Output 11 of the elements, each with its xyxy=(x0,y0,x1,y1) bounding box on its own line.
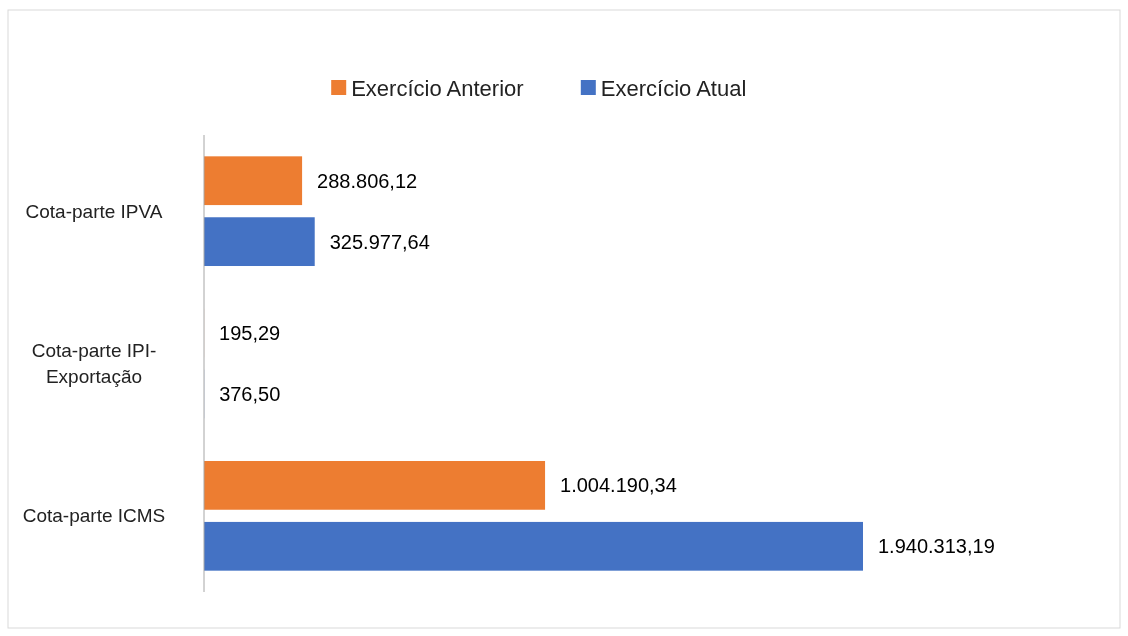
data-label: 376,50 xyxy=(219,382,281,405)
data-label: 1.004.190,34 xyxy=(560,474,677,497)
data-label: 1.940.313,19 xyxy=(878,535,995,558)
data-label: 288.806,12 xyxy=(317,169,418,192)
legend-label: Exercício Atual xyxy=(600,75,747,101)
data-label: 325.977,64 xyxy=(329,230,430,253)
y-tick-label: Cota-parte IPI-Exportação xyxy=(31,340,157,388)
legend-label: Exercício Anterior xyxy=(351,75,524,101)
y-tick-label: Cota-parte ICMS xyxy=(22,505,166,527)
data-label: 195,29 xyxy=(219,322,281,345)
y-tick-label: Cota-parte IPVA xyxy=(25,200,163,222)
